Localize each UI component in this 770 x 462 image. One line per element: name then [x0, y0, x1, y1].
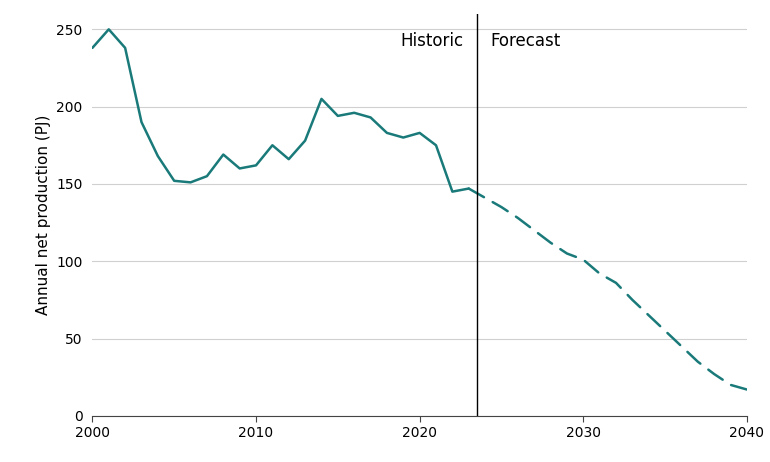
- Y-axis label: Annual net production (PJ): Annual net production (PJ): [35, 115, 51, 315]
- Text: Historic: Historic: [400, 32, 464, 50]
- Text: Forecast: Forecast: [490, 32, 561, 50]
